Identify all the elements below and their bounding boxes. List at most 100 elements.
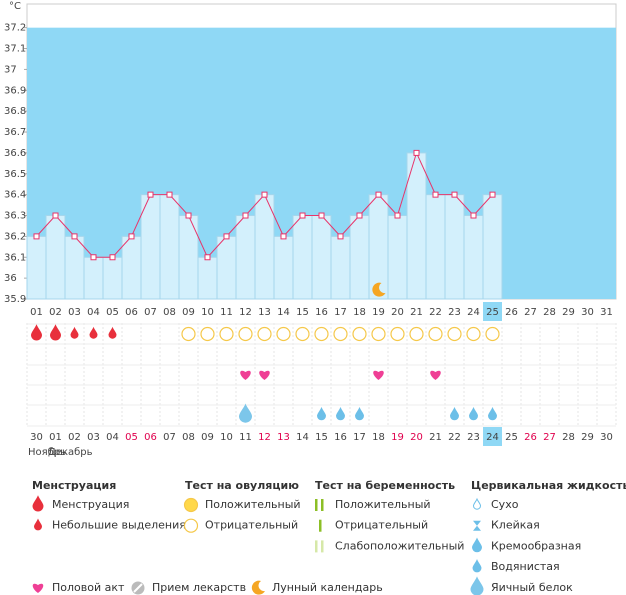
calendar-date: 15 <box>315 432 328 443</box>
temperature-bar <box>330 235 351 300</box>
calendar-date: 19 <box>391 432 404 443</box>
legend-label: Половой акт <box>52 581 125 594</box>
legend-icon <box>32 495 44 512</box>
calendar-date: 21 <box>429 432 442 443</box>
legend-icon <box>472 559 482 573</box>
event-icon <box>352 326 367 342</box>
temperature-point <box>337 233 344 240</box>
day-label: 29 <box>562 307 575 318</box>
legend-label: Отрицательный <box>335 519 428 532</box>
calendar-date: 07 <box>163 432 176 443</box>
day-label: 30 <box>581 307 594 318</box>
calendar-date: 16 <box>334 432 347 443</box>
calendar-date: 24 <box>486 432 499 443</box>
calendar-date: 26 <box>524 432 537 443</box>
y-tick-label: 36.4 <box>4 190 26 201</box>
day-label: 25 <box>486 307 499 318</box>
event-icon <box>372 282 386 297</box>
legend-label: Кремообразная <box>491 539 581 552</box>
month-label: Декабрь <box>48 447 93 458</box>
calendar-date: 09 <box>201 432 214 443</box>
calendar-date: 11 <box>239 432 252 443</box>
day-label: 04 <box>87 307 100 318</box>
temperature-bar <box>311 215 332 300</box>
legend-icon <box>319 519 322 532</box>
y-tick-label: 36 <box>4 273 17 284</box>
day-label: 17 <box>334 307 347 318</box>
temperature-bar <box>349 215 370 300</box>
temperature-point <box>299 212 306 219</box>
calendar-date: 17 <box>353 432 366 443</box>
event-icon <box>466 326 481 342</box>
calendar-date: 23 <box>467 432 480 443</box>
calendar-date: 08 <box>182 432 195 443</box>
temperature-bar <box>26 235 47 300</box>
temperature-point <box>185 212 192 219</box>
temperature-bar <box>159 194 180 300</box>
day-label: 10 <box>201 307 214 318</box>
temperature-bar <box>45 215 66 300</box>
legend-icon <box>471 537 483 553</box>
calendar-date: 29 <box>581 432 594 443</box>
temperature-point <box>128 233 135 240</box>
event-icon <box>335 406 346 421</box>
legend-icon <box>133 583 143 593</box>
temperature-bar <box>425 194 446 300</box>
legend-icon <box>315 540 318 553</box>
temperature-point <box>166 191 173 198</box>
temperature-bar <box>83 256 104 300</box>
calendar-date: 12 <box>258 432 271 443</box>
day-label: 18 <box>353 307 366 318</box>
calendar-date: 03 <box>87 432 100 443</box>
calendar-date: 04 <box>106 432 119 443</box>
temperature-point <box>394 212 401 219</box>
legend-icon <box>251 580 265 595</box>
temperature-point <box>90 254 97 261</box>
day-label: 11 <box>220 307 233 318</box>
event-icon <box>238 403 253 423</box>
day-label: 14 <box>277 307 290 318</box>
event-icon <box>240 370 251 380</box>
today-highlight <box>483 427 502 446</box>
event-icon <box>314 326 329 342</box>
legend-icon <box>321 499 324 511</box>
legend-label: Яичный белок <box>491 581 573 594</box>
day-label: 16 <box>315 307 328 318</box>
day-label: 28 <box>543 307 556 318</box>
calendar-date: 25 <box>505 432 518 443</box>
legend-title: Тест на беременность <box>315 479 455 492</box>
legend-icon <box>183 518 199 533</box>
legend-icon <box>473 520 481 531</box>
legend-label: Водянистая <box>491 560 560 573</box>
y-tick-label: 37.1 <box>4 44 26 55</box>
calendar-date: 02 <box>68 432 81 443</box>
legend-title: Менструация <box>32 479 116 492</box>
calendar-date: 14 <box>296 432 309 443</box>
calendar-date: 30 <box>600 432 613 443</box>
legend-icon <box>183 497 199 513</box>
event-icon <box>354 406 365 421</box>
temperature-point <box>52 212 59 219</box>
event-icon <box>89 326 98 339</box>
y-tick-label: 36.2 <box>4 231 26 242</box>
day-label: 21 <box>410 307 423 318</box>
day-label: 02 <box>49 307 62 318</box>
y-tick-label: 36.7 <box>4 127 26 138</box>
event-icon <box>257 326 272 342</box>
temperature-bar <box>121 235 142 300</box>
calendar-date: 13 <box>277 432 290 443</box>
event-icon <box>49 324 62 341</box>
legend-label: Положительный <box>335 498 431 511</box>
calendar-date: 06 <box>144 432 157 443</box>
event-icon <box>390 326 405 342</box>
temperature-point <box>432 191 439 198</box>
event-icon <box>428 326 443 342</box>
day-label: 05 <box>106 307 119 318</box>
legend-title: Цервикальная жидкость <box>471 479 626 492</box>
temperature-bar <box>64 235 85 300</box>
legend-icon <box>315 499 318 511</box>
calendar-date: 30 <box>30 432 43 443</box>
event-icon <box>409 326 424 342</box>
event-icon <box>333 326 348 342</box>
temperature-point <box>451 191 458 198</box>
